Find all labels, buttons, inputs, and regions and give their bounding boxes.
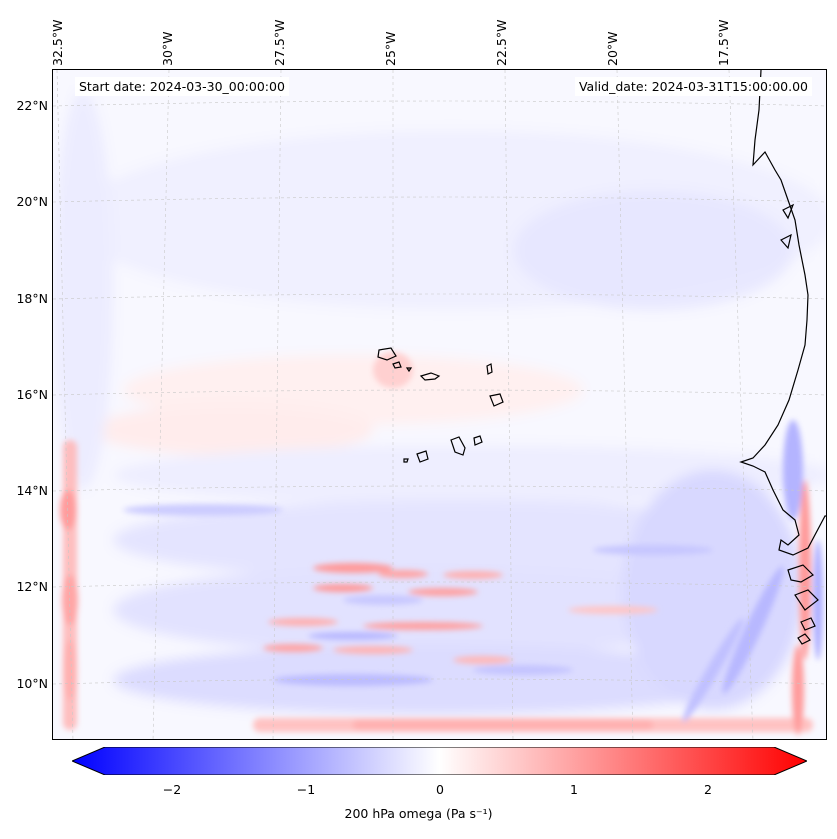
island-sao-vicente bbox=[392, 361, 402, 369]
island-santo-antao bbox=[377, 347, 397, 361]
cape-verde-islands bbox=[377, 347, 504, 463]
colorbar-body bbox=[72, 747, 807, 775]
lat-label-12n: 12°N bbox=[16, 579, 48, 594]
african-coastline bbox=[739, 70, 826, 556]
island-brava bbox=[403, 458, 409, 463]
lon-label-32-5w: 32.5°W bbox=[50, 19, 65, 66]
lat-label-22n: 22°N bbox=[16, 98, 48, 113]
island-fogo bbox=[416, 450, 429, 463]
lat-label-14n: 14°N bbox=[16, 483, 48, 498]
colorbar-label-1: 1 bbox=[570, 782, 578, 797]
lat-label-10n: 10°N bbox=[16, 676, 48, 691]
lon-label-25w: 25°W bbox=[383, 31, 398, 66]
colorbar-label-minus1: −1 bbox=[296, 782, 316, 797]
island-santiago bbox=[450, 436, 466, 456]
colorbar-title: 200 hPa omega (Pa s⁻¹) bbox=[344, 806, 493, 821]
island-maio bbox=[473, 435, 483, 446]
map-panel bbox=[52, 69, 827, 740]
colorbar-label-0: 0 bbox=[436, 782, 444, 797]
lat-label-16n: 16°N bbox=[16, 387, 48, 402]
lon-label-17-5w: 17.5°W bbox=[716, 19, 731, 66]
island-sao-nicolau bbox=[419, 372, 441, 381]
colorbar-label-minus2: −2 bbox=[162, 782, 182, 797]
island-boa-vista bbox=[489, 393, 504, 407]
graticule bbox=[53, 70, 826, 739]
colorbar bbox=[72, 747, 807, 775]
lat-label-18n: 18°N bbox=[16, 291, 48, 306]
lat-label-20n: 20°N bbox=[16, 194, 48, 209]
omega-field-shading bbox=[53, 70, 826, 739]
valid-date-label: Valid_date: 2024-03-31T15:00:00.00 bbox=[574, 77, 812, 96]
omega-field-cells bbox=[60, 352, 823, 735]
colorbar-label-2: 2 bbox=[704, 782, 712, 797]
omega-field-map bbox=[53, 70, 826, 739]
lon-label-20w: 20°W bbox=[605, 31, 620, 66]
island-sal bbox=[486, 363, 493, 375]
lon-label-22-5w: 22.5°W bbox=[494, 19, 509, 66]
lon-label-30w: 30°W bbox=[160, 31, 175, 66]
coastlines bbox=[739, 70, 826, 645]
lon-label-27-5w: 27.5°W bbox=[272, 19, 287, 66]
start-date-label: Start date: 2024-03-30_00:00:00 bbox=[75, 77, 289, 96]
